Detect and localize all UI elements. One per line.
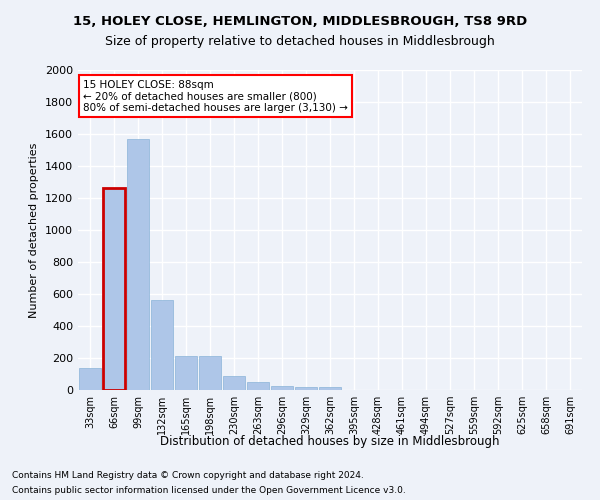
Y-axis label: Number of detached properties: Number of detached properties (29, 142, 40, 318)
Bar (103, 188, 125, 390)
Bar (127, 139, 149, 390)
Bar (223, 376, 245, 390)
Text: Distribution of detached houses by size in Middlesbrough: Distribution of detached houses by size … (160, 435, 500, 448)
Text: 15 HOLEY CLOSE: 88sqm
← 20% of detached houses are smaller (800)
80% of semi-det: 15 HOLEY CLOSE: 88sqm ← 20% of detached … (83, 80, 348, 113)
Bar (175, 356, 197, 390)
Bar (79, 368, 101, 390)
Bar (151, 300, 173, 390)
Text: Contains HM Land Registry data © Crown copyright and database right 2024.: Contains HM Land Registry data © Crown c… (12, 471, 364, 480)
Text: Contains public sector information licensed under the Open Government Licence v3: Contains public sector information licen… (12, 486, 406, 495)
Bar (295, 387, 317, 390)
Bar (247, 382, 269, 390)
Bar (199, 356, 221, 390)
Text: Size of property relative to detached houses in Middlesbrough: Size of property relative to detached ho… (105, 35, 495, 48)
Bar (319, 387, 341, 390)
Bar (271, 386, 293, 390)
Text: 15, HOLEY CLOSE, HEMLINGTON, MIDDLESBROUGH, TS8 9RD: 15, HOLEY CLOSE, HEMLINGTON, MIDDLESBROU… (73, 15, 527, 28)
